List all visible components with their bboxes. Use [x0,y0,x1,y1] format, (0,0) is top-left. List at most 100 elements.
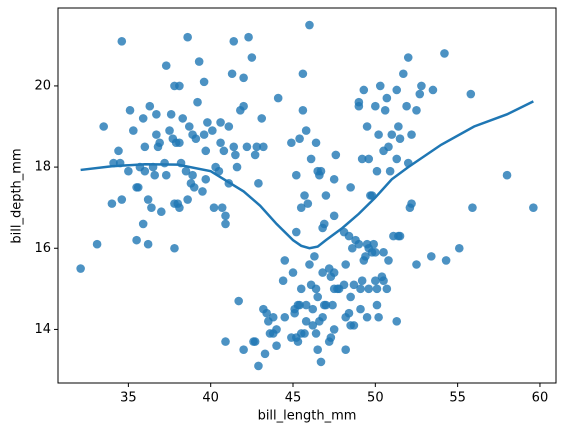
point [357,154,367,164]
point [173,199,183,208]
point [132,235,141,245]
point [356,304,365,314]
point [362,122,372,131]
point [193,97,202,107]
point [208,126,217,135]
point [117,195,127,204]
point [394,122,403,131]
point [382,284,392,294]
point [313,345,323,355]
point [344,231,354,241]
point [166,110,176,119]
point [347,243,357,253]
point [76,264,85,273]
point [234,296,243,306]
point [125,105,135,115]
point [329,211,339,221]
point [379,248,388,257]
point [328,300,337,310]
x-tick-label: 50 [367,391,384,406]
x-tick-label: 55 [449,391,466,406]
point [316,357,326,367]
point [143,195,153,204]
point [183,195,192,204]
point [189,183,199,192]
point [145,101,155,111]
point [201,174,211,184]
point [181,166,191,176]
point [150,170,160,180]
point [287,138,296,148]
point [161,170,171,180]
point [399,69,408,79]
point [188,170,197,180]
point [428,85,438,95]
point [221,211,230,221]
point [300,329,309,338]
point [252,142,262,152]
point [260,349,270,359]
point [384,256,393,265]
point [362,312,372,322]
point [262,308,271,318]
point [178,114,188,123]
point [326,333,336,342]
x-tick-label: 60 [532,391,549,406]
point [92,239,102,249]
y-tick-label: 14 [34,322,51,337]
point [224,122,234,131]
point [301,300,311,310]
point [454,243,464,253]
point [403,53,413,62]
point [372,300,382,310]
point [341,260,350,269]
y-tick-label: 18 [34,160,51,175]
point [402,101,411,111]
point [344,308,354,318]
fit-line [80,100,534,250]
point [301,317,311,326]
point [138,114,148,123]
point [395,134,405,143]
point [361,252,370,261]
point [107,199,117,208]
point [364,154,374,164]
point [379,276,388,286]
point [392,317,402,326]
point [371,276,380,286]
point [298,69,308,79]
point [140,166,150,176]
point [305,260,314,269]
point [291,170,301,180]
point [313,292,323,302]
point [203,118,212,127]
point [250,150,260,160]
point [341,345,350,355]
point [140,142,150,152]
point [221,337,230,346]
point [356,284,365,294]
point [468,203,477,212]
point [239,73,248,83]
point [296,203,306,212]
point [209,203,219,212]
point [293,337,303,346]
point [412,260,421,269]
point [417,81,426,91]
point [214,166,224,176]
point [331,150,341,160]
point [329,174,339,184]
point [466,89,476,99]
y-tick-label: 20 [34,78,51,93]
point [392,85,402,95]
point [170,243,179,253]
point [280,256,290,265]
point [412,105,421,115]
x-tick-label: 45 [285,391,302,406]
point [385,166,395,176]
point [375,81,385,91]
point [175,138,184,148]
point [311,329,321,338]
point [229,36,239,46]
